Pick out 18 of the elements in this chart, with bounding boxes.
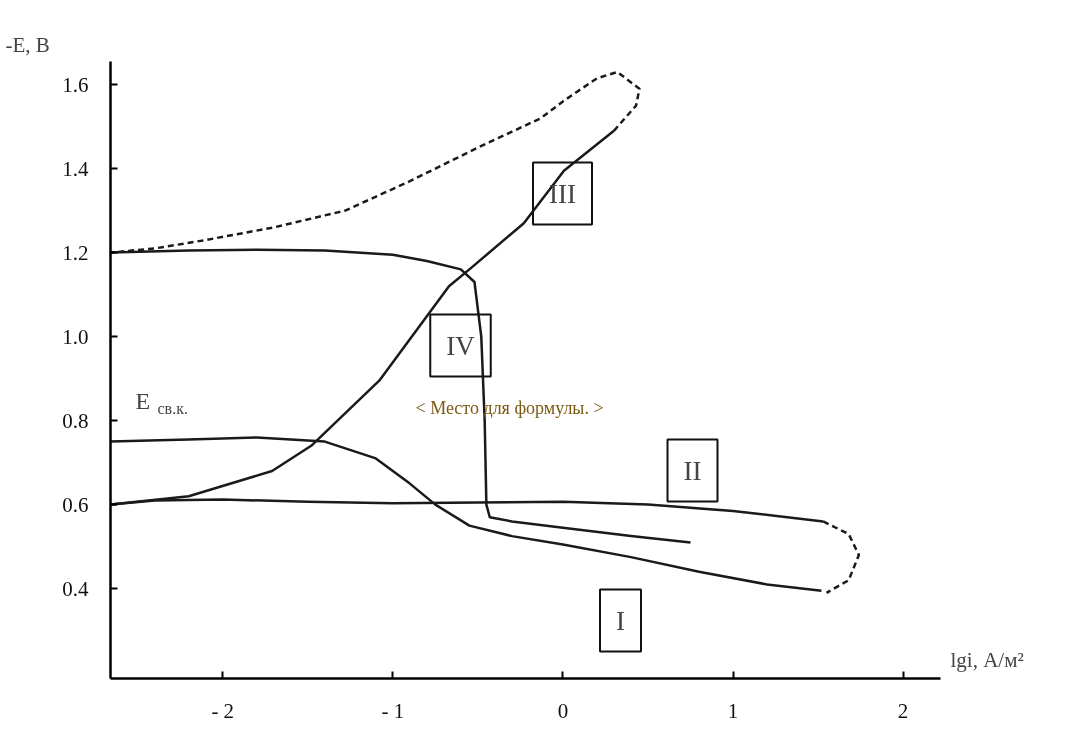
y-tick-label: 0.6 xyxy=(62,492,89,517)
y-axis-title: -E, В xyxy=(5,32,50,57)
annotation: II xyxy=(683,455,702,486)
x-tick-label: - 2 xyxy=(211,698,235,723)
y-tick-label: 1.2 xyxy=(62,240,89,265)
y-tick-label: 1.4 xyxy=(62,156,89,181)
annotation: IV xyxy=(446,330,476,361)
y-tick-label: 1.0 xyxy=(62,324,89,349)
x-tick-label: 2 xyxy=(897,698,909,723)
x-tick-label: 1 xyxy=(727,698,739,723)
annotation: III xyxy=(549,178,576,209)
x-axis-title: lgi, А/м² xyxy=(950,647,1024,672)
x-tick-label: 0 xyxy=(557,698,569,723)
y-tick-label: 0.4 xyxy=(62,576,89,601)
x-tick-label: - 1 xyxy=(381,698,405,723)
y-tick-label: 1.6 xyxy=(62,72,89,97)
annotation: I xyxy=(616,605,625,636)
y-tick-label: 0.8 xyxy=(62,408,89,433)
